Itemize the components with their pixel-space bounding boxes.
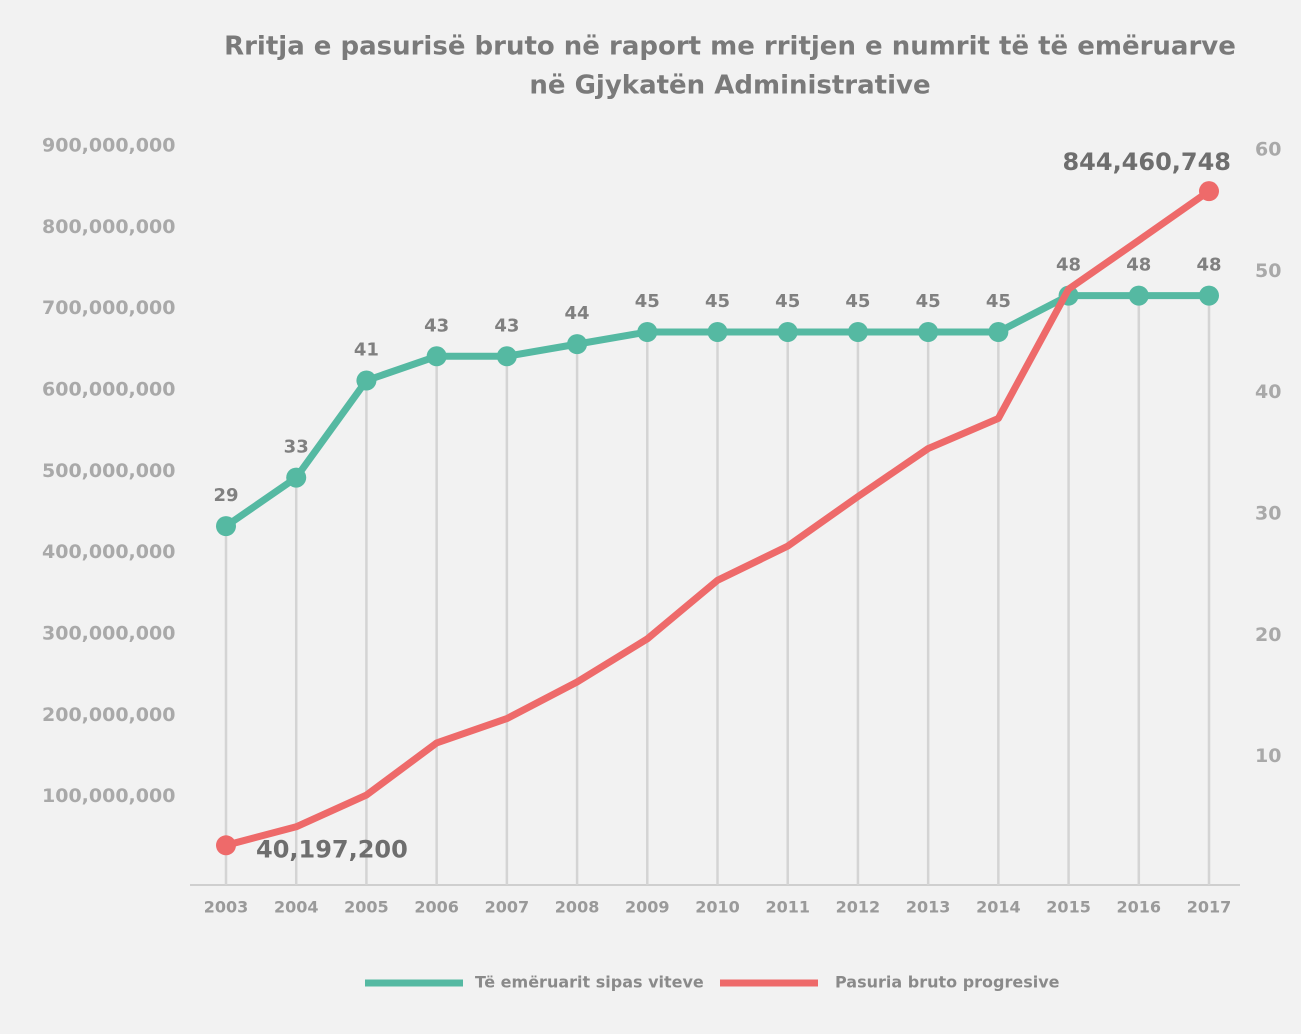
legend-label: Pasuria bruto progresive — [835, 973, 1060, 992]
data-label: 48 — [1126, 255, 1151, 276]
x-tick-label: 2010 — [695, 898, 740, 917]
data-label: 48 — [1056, 255, 1081, 276]
x-tick-label: 2006 — [414, 898, 459, 917]
legend-label: Të emëruarit sipas viteve — [475, 973, 704, 992]
data-label: 43 — [494, 315, 519, 336]
x-tick-label: 2016 — [1117, 898, 1162, 917]
x-tick-label: 2004 — [274, 898, 319, 917]
point-marker — [1199, 181, 1219, 202]
series-line — [225, 188, 1212, 849]
data-label: 44 — [565, 303, 590, 324]
x-tick-label: 2014 — [976, 898, 1021, 917]
data-label: 40,197,200 — [256, 835, 408, 863]
chart-title: Rritja e pasurisë bruto në raport me rri… — [224, 32, 1236, 62]
data-label: 48 — [1196, 255, 1221, 276]
point-marker — [847, 322, 868, 342]
data-label: 45 — [775, 291, 800, 312]
y-tick-label: 300,000,000 — [42, 623, 175, 645]
y2-tick-label: 30 — [1255, 503, 1281, 525]
y2-tick-label: 10 — [1255, 745, 1281, 767]
y2-tick-label: 20 — [1255, 624, 1281, 646]
point-marker — [918, 322, 939, 342]
data-label: 29 — [213, 485, 238, 506]
x-tick-label: 2005 — [344, 898, 389, 917]
point-marker — [777, 322, 798, 342]
chart-subtitle: në Gjykatën Administrative — [529, 71, 930, 101]
y2-tick-label: 60 — [1255, 139, 1281, 161]
y-tick-label: 600,000,000 — [42, 379, 175, 401]
data-label: 45 — [635, 291, 660, 312]
y-tick-label: 100,000,000 — [42, 785, 175, 807]
data-label: 41 — [354, 340, 379, 361]
x-tick-label: 2009 — [625, 898, 670, 917]
x-tick-label: 2011 — [765, 898, 810, 917]
y-tick-label: 200,000,000 — [42, 704, 175, 726]
x-tick-label: 2015 — [1046, 898, 1091, 917]
point-marker — [286, 467, 307, 488]
point-marker — [356, 370, 377, 391]
data-label: 45 — [916, 291, 941, 312]
y-tick-label: 500,000,000 — [42, 460, 175, 482]
point-marker — [216, 516, 236, 537]
point-marker — [426, 346, 447, 367]
point-marker — [637, 322, 658, 342]
data-label: 844,460,748 — [1062, 148, 1231, 176]
y-tick-label: 700,000,000 — [42, 297, 175, 319]
x-tick-label: 2013 — [906, 898, 951, 917]
y-tick-label: 900,000,000 — [42, 135, 175, 157]
point-marker — [1199, 285, 1219, 306]
x-tick-label: 2007 — [485, 898, 530, 917]
data-label: 33 — [284, 437, 309, 458]
y-tick-label: 400,000,000 — [42, 541, 175, 563]
x-tick-label: 2003 — [204, 898, 249, 917]
data-label: 45 — [845, 291, 870, 312]
point-marker — [496, 346, 517, 367]
point-marker — [567, 334, 588, 355]
y-tick-label: 800,000,000 — [42, 216, 175, 238]
point-marker — [1128, 285, 1149, 306]
point-marker — [707, 322, 728, 342]
y2-tick-label: 50 — [1255, 260, 1281, 282]
y2-tick-label: 40 — [1255, 381, 1281, 403]
x-tick-label: 2012 — [836, 898, 881, 917]
data-label: 45 — [705, 291, 730, 312]
data-label: 43 — [424, 315, 449, 336]
data-label: 45 — [986, 291, 1011, 312]
point-marker — [216, 835, 236, 856]
x-tick-label: 2017 — [1187, 898, 1232, 917]
point-marker — [988, 322, 1009, 342]
x-tick-label: 2008 — [555, 898, 600, 917]
